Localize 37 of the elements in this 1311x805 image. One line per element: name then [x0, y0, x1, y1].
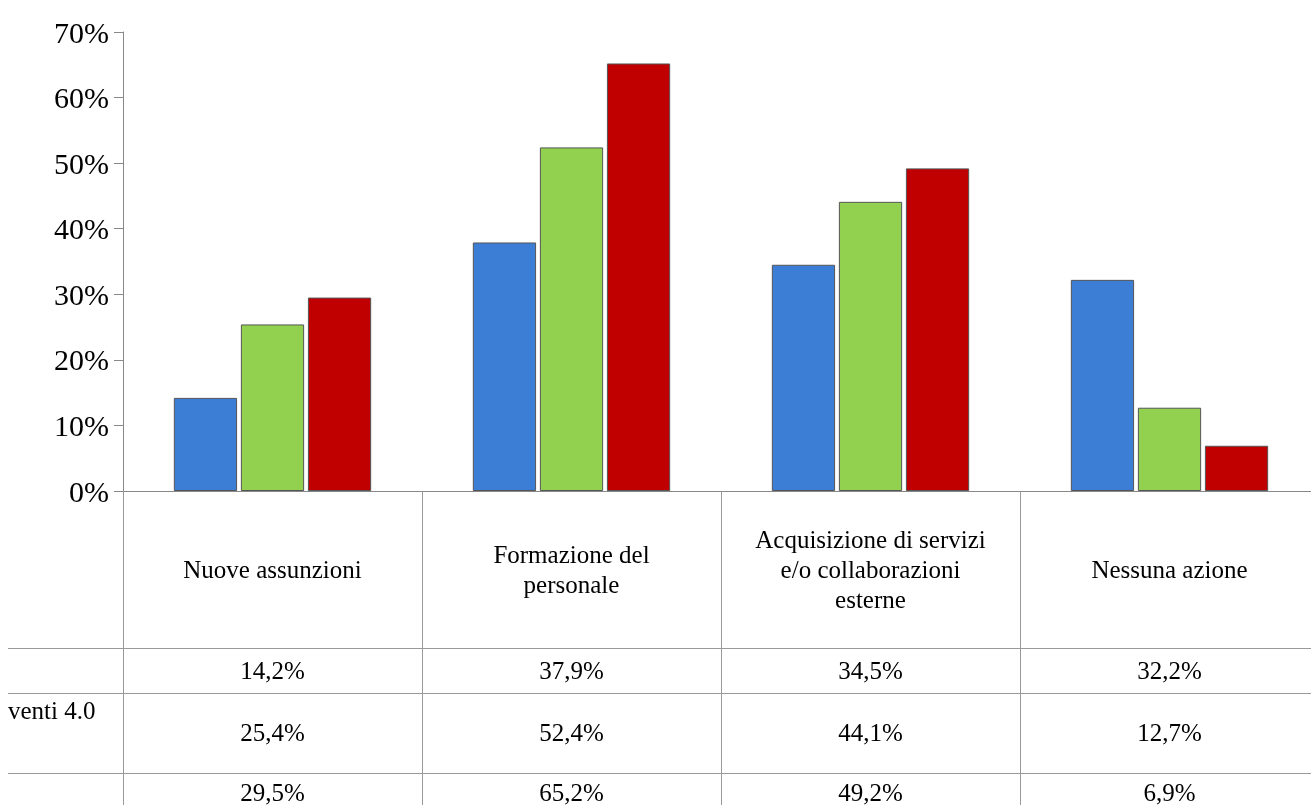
bar [1204, 445, 1269, 491]
bar [472, 242, 537, 491]
x-tick-label: Nuove assunzioni [183, 554, 362, 585]
y-tick-label: 20% [54, 343, 109, 377]
x-tick-label: Acquisizione di servizi e/o collaborazioni esterne [754, 524, 987, 615]
text: venti 4.0 [8, 697, 96, 725]
data-label: 6,9% [1142, 778, 1197, 805]
data-label: 52,4% [538, 718, 605, 748]
data-label: 29,5% [239, 778, 306, 805]
bar [606, 63, 671, 491]
y-tick-label: 50% [54, 146, 109, 180]
y-tick-label: 60% [54, 81, 109, 115]
data-label: 49,2% [837, 778, 904, 805]
y-tick-label: 70% [54, 15, 109, 49]
bar [838, 201, 903, 491]
data-label: 44,1% [837, 718, 904, 748]
bar [1137, 407, 1202, 491]
x-tick-label: Formazione del personale [492, 539, 651, 600]
bar [1070, 279, 1135, 491]
data-label: 12,7% [1136, 718, 1203, 748]
y-tick-label: 10% [54, 408, 109, 442]
bar [771, 264, 836, 491]
data-label: 37,9% [538, 655, 605, 686]
bar [905, 168, 970, 491]
y-tick-label: 0% [69, 474, 109, 508]
data-label: 32,2% [1136, 655, 1203, 686]
bar [307, 297, 372, 491]
data-label: 34,5% [837, 655, 904, 686]
data-label: 25,4% [239, 718, 306, 748]
bar [173, 397, 238, 491]
bar [539, 147, 604, 491]
y-tick-label: 30% [54, 277, 109, 311]
y-tick-label: 40% [54, 212, 109, 246]
data-label: 65,2% [538, 778, 605, 805]
x-tick-label: Nessuna azione [1091, 554, 1248, 585]
bar [240, 324, 305, 491]
data-label: 14,2% [239, 655, 306, 686]
